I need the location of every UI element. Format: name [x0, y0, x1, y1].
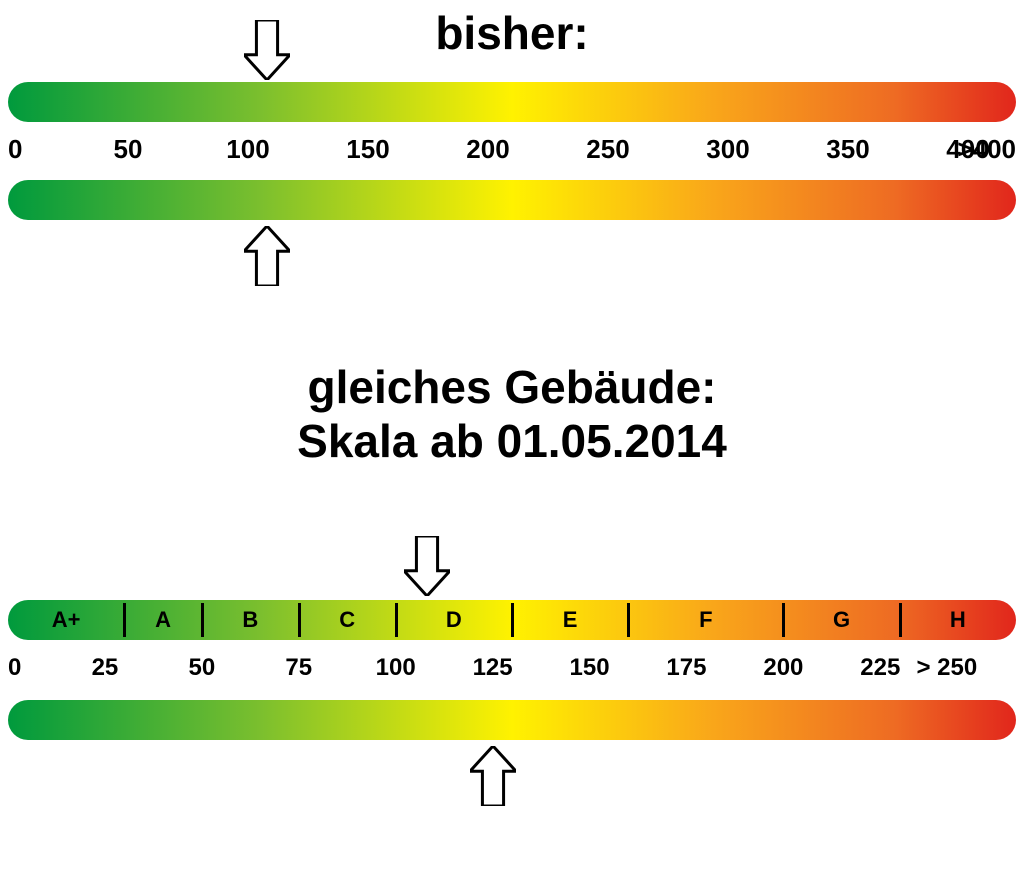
scale-tick-label: 0 [8, 654, 21, 682]
energy-scale-infographic: bisher:050100150200250300350400>400gleic… [0, 0, 1024, 888]
energy-class-label: H [950, 607, 966, 633]
scale-tick-label: 125 [473, 654, 513, 682]
scale-tick-label: 200 [466, 134, 509, 165]
scale-tick-label: >400 [957, 134, 1016, 165]
class-divider [627, 603, 630, 637]
energy-class-label: A+ [52, 607, 81, 633]
scale-tick-label: > 250 [916, 654, 977, 682]
class-divider [123, 603, 126, 637]
energy-class-label: F [699, 607, 712, 633]
scale-tick-label: 150 [570, 654, 610, 682]
energy-class-label: B [242, 607, 258, 633]
energy-class-label: E [563, 607, 578, 633]
scale-tick-label: 25 [92, 654, 119, 682]
scale-tick-label: 200 [763, 654, 803, 682]
class-divider [298, 603, 301, 637]
scale-tick-label: 75 [285, 654, 312, 682]
class-divider [511, 603, 514, 637]
scale-tick-label: 100 [376, 654, 416, 682]
energy-gradient-bar [8, 700, 1016, 740]
scale-tick-label: 350 [826, 134, 869, 165]
pointer-arrow-up-icon [244, 226, 290, 286]
title-new-scale-line1: gleiches Gebäude: [0, 360, 1024, 414]
scale-tick-label: 300 [706, 134, 749, 165]
scale-tick-label: 175 [666, 654, 706, 682]
energy-class-label: A [155, 607, 171, 633]
pointer-arrow-up-icon [470, 746, 516, 806]
scale-tick-label: 250 [586, 134, 629, 165]
scale-tick-label: 100 [226, 134, 269, 165]
energy-gradient-bar [8, 180, 1016, 220]
pointer-arrow-down-icon [244, 20, 290, 80]
class-divider [899, 603, 902, 637]
energy-class-label: G [833, 607, 850, 633]
scale-tick-label: 50 [188, 654, 215, 682]
title-new-scale-line2: Skala ab 01.05.2014 [0, 414, 1024, 468]
scale-tick-label: 0 [8, 134, 22, 165]
class-divider [395, 603, 398, 637]
energy-gradient-bar [8, 82, 1016, 122]
class-divider [201, 603, 204, 637]
scale-tick-label: 50 [114, 134, 143, 165]
energy-class-label: C [339, 607, 355, 633]
pointer-arrow-down-icon [404, 536, 450, 596]
energy-class-label: D [446, 607, 462, 633]
class-divider [782, 603, 785, 637]
title-old-scale: bisher: [0, 6, 1024, 60]
scale-tick-label: 225 [860, 654, 900, 682]
scale-tick-label: 150 [346, 134, 389, 165]
